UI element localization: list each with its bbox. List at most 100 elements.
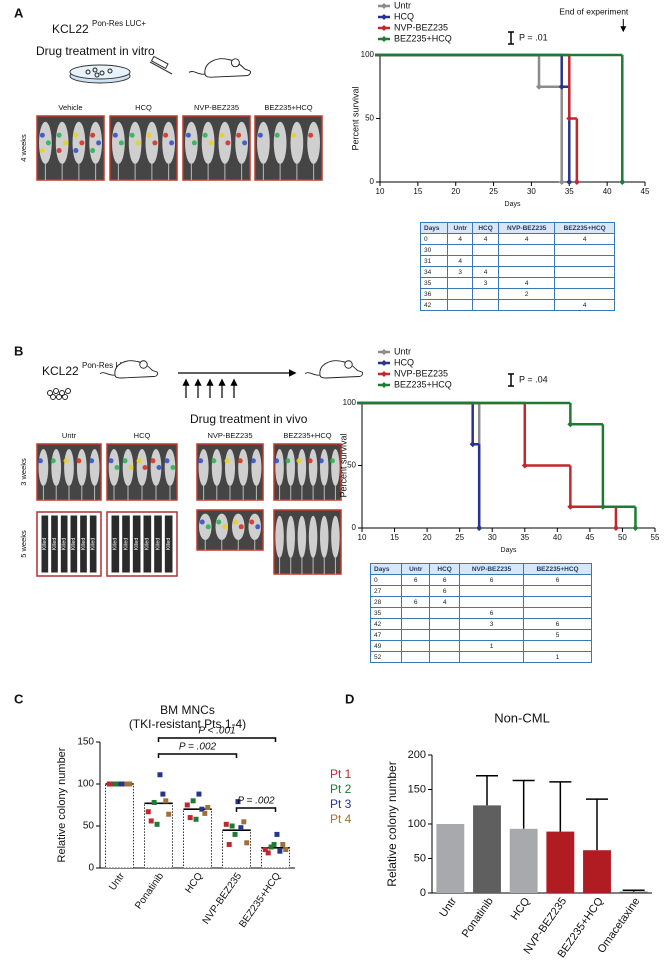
- x-tick-label: 35: [520, 533, 529, 542]
- significance-bracket: [235, 807, 277, 812]
- mouse-silhouette: [224, 449, 236, 486]
- table-cell: 5: [523, 629, 592, 641]
- mouse-silhouette: [257, 121, 270, 164]
- x-tick-label: 20: [423, 533, 432, 542]
- y-tick-label: 100: [343, 398, 357, 407]
- table-cell: 4: [498, 277, 556, 289]
- bioluminescence: [90, 132, 96, 138]
- table-cell: 35: [369, 607, 403, 619]
- x-tick-label: 15: [413, 187, 422, 196]
- bioluminescence: [39, 148, 45, 154]
- data-point: [166, 811, 172, 817]
- table-cell: 0: [419, 233, 449, 245]
- bioluminescence: [96, 140, 102, 146]
- mouse-silhouette: [164, 449, 176, 486]
- bioluminescence: [202, 132, 208, 138]
- legend-label: NVP-BEZ235: [394, 368, 448, 378]
- bioluminescence: [37, 458, 43, 464]
- legend-marker: [381, 36, 387, 42]
- x-tick-label: 40: [603, 187, 612, 196]
- bioluminescence: [128, 465, 134, 471]
- table-cell: [472, 244, 500, 256]
- x-tick-label: 30: [488, 533, 497, 542]
- mouse-silhouette: [251, 449, 262, 486]
- mouse-body: [319, 360, 364, 379]
- y-tick-label: 50: [347, 461, 356, 470]
- bioluminescence: [285, 458, 291, 464]
- y-axis-label: Percent survival: [350, 86, 360, 150]
- mouse-silhouette: [275, 515, 284, 558]
- legend-label: HCQ: [394, 357, 414, 367]
- p-bracket: [508, 373, 514, 387]
- mouse-silhouette: [122, 449, 134, 486]
- table-cell: 6: [458, 607, 525, 619]
- table-cell: 28: [369, 596, 403, 608]
- bioluminescence: [108, 458, 114, 464]
- mouse-silhouette: [290, 121, 304, 164]
- legend-label: Pt 4: [330, 812, 352, 826]
- table-cell: [429, 651, 460, 663]
- p-value: P = .04: [519, 374, 548, 384]
- table-cell: 42: [369, 618, 403, 630]
- mouse-ear: [344, 360, 353, 369]
- mouse-silhouette: [273, 121, 287, 164]
- treatment-label: Drug treatment in vitro: [36, 44, 155, 58]
- mouse-icon: [188, 58, 251, 78]
- timepoint-label: 5 weeks: [19, 530, 28, 558]
- bioluminescence: [291, 132, 297, 138]
- data-point: [115, 781, 121, 787]
- mouse-silhouette: [128, 121, 142, 164]
- table-header: BEZ235+HCQ: [523, 563, 592, 575]
- bioluminescence: [274, 458, 280, 464]
- bioluminescence: [250, 458, 256, 464]
- mouse-silhouette: [211, 449, 222, 486]
- x-tick-label: 10: [358, 533, 367, 542]
- bioluminescence: [307, 458, 313, 464]
- x-tick-label: 25: [455, 533, 464, 542]
- mouse-silhouette: [145, 121, 159, 164]
- legend-label: Untr: [394, 346, 411, 356]
- mouse-silhouette: [51, 449, 62, 486]
- bioluminescence: [236, 132, 242, 138]
- bioluminescence: [224, 458, 230, 464]
- mouse-silhouette: [72, 121, 86, 164]
- data-point: [283, 847, 289, 853]
- chart-subtitle: (TKI-resistant Pts 1-4): [129, 717, 246, 731]
- killed-slot: [88, 514, 98, 574]
- data-point: [193, 816, 199, 822]
- mouse-silhouette: [185, 121, 198, 164]
- survival-point: [567, 421, 574, 428]
- mouse-silhouette: [331, 449, 340, 486]
- killed-slot: [110, 514, 121, 574]
- bioluminescence: [112, 132, 118, 138]
- bioluminescence: [56, 132, 62, 138]
- survival-point: [476, 525, 483, 531]
- mouse-silhouette: [238, 449, 249, 486]
- survival-point: [566, 179, 573, 185]
- x-tick-label: Ponatinib: [460, 896, 496, 940]
- table-header: Days: [419, 222, 449, 234]
- y-tick-label: 150: [77, 737, 94, 748]
- x-tick-label: Untr: [437, 895, 459, 919]
- bioluminescence: [255, 524, 261, 530]
- bioluminescence: [237, 458, 243, 464]
- table-cell: 1: [458, 640, 525, 652]
- group-label: HCQ: [134, 431, 151, 440]
- mouse-silhouette: [201, 121, 215, 164]
- survival-table: Days Untr HCQ NVP-BEZ235 BEZ235+HCQ 0 4 4 4 4 30 31…: [419, 222, 615, 311]
- curves: [375, 53, 626, 185]
- bioluminescence: [225, 140, 231, 146]
- data-point: [109, 781, 115, 787]
- killed-label: Killed: [166, 538, 172, 550]
- killed-slot: [153, 514, 163, 574]
- x-tick-label: 45: [585, 533, 594, 542]
- mouse-silhouette: [89, 449, 100, 486]
- killed-label: Killed: [134, 538, 140, 550]
- table-cell: [401, 618, 431, 630]
- killed-label: Killed: [42, 538, 48, 550]
- bioluminescence: [73, 148, 79, 154]
- y-tick-label: 0: [88, 863, 94, 874]
- legend-marker: [381, 25, 387, 31]
